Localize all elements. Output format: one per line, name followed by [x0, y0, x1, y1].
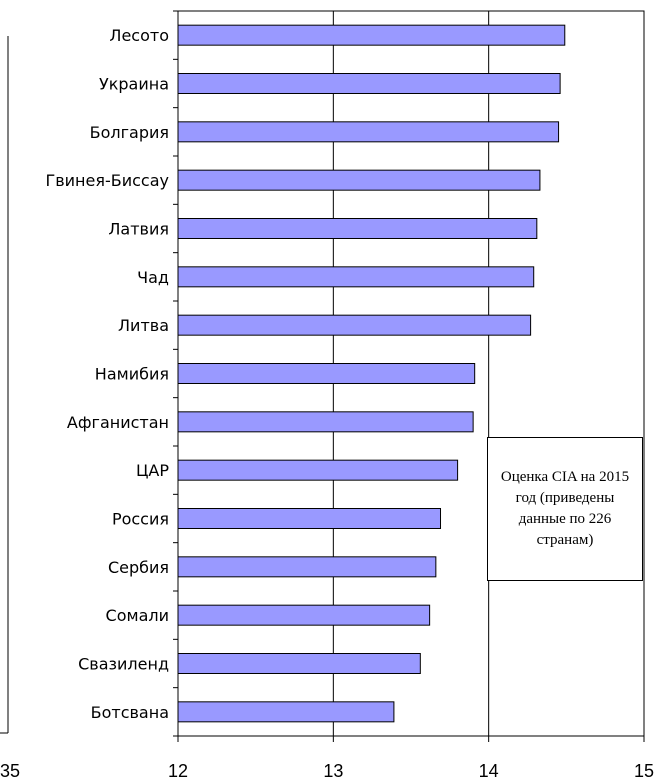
- bar: [177, 363, 476, 384]
- bar: [177, 411, 474, 433]
- category-label: Литва: [118, 316, 169, 335]
- bar: [177, 701, 395, 723]
- bar: [177, 653, 421, 674]
- bar: [177, 218, 538, 239]
- bar: [177, 121, 560, 143]
- category-label: Чад: [137, 268, 169, 287]
- category-label: Сербия: [108, 558, 169, 577]
- annotation-text: Оценка CIA на 2015 год (приведены данные…: [500, 469, 630, 548]
- bar: [177, 73, 561, 94]
- category-label: Россия: [112, 510, 169, 529]
- bar: [177, 169, 541, 191]
- category-label: Свазиленд: [78, 655, 169, 674]
- category-label: Украина: [99, 75, 169, 94]
- category-label: Афганистан: [67, 413, 169, 432]
- x-tick-label: 15: [634, 761, 654, 781]
- category-label: Лесото: [109, 26, 169, 45]
- category-label: Болгария: [90, 123, 169, 142]
- axes: [173, 10, 645, 742]
- bar: [177, 459, 459, 481]
- category-label: Латвия: [108, 220, 169, 239]
- bar: [177, 556, 437, 578]
- category-label: ЦАР: [136, 461, 169, 480]
- bars: [177, 24, 566, 723]
- x-tick-label: 13: [323, 761, 343, 781]
- bar: [177, 508, 442, 529]
- category-labels: Лесото Украина Болгария Гвинея-Биссау Латвия…: [45, 26, 169, 722]
- category-label: Гвинея-Биссау: [45, 171, 169, 190]
- left-chart-fragment: 35: [0, 36, 20, 781]
- category-label: Сомали: [106, 606, 169, 625]
- x-tick-label: 14: [479, 761, 499, 781]
- bar: [177, 314, 532, 336]
- bar: [177, 24, 566, 46]
- category-label: Намибия: [95, 365, 169, 384]
- left-chart-tick-label: 35: [0, 761, 20, 781]
- bar: [177, 266, 535, 288]
- category-label: Ботсвана: [91, 703, 169, 722]
- annotation-box: Оценка CIA на 2015 год (приведены данные…: [487, 437, 643, 581]
- x-tick-labels: 12 13 14 15: [168, 761, 654, 781]
- x-tick-label: 12: [168, 761, 188, 781]
- bar: [177, 604, 431, 626]
